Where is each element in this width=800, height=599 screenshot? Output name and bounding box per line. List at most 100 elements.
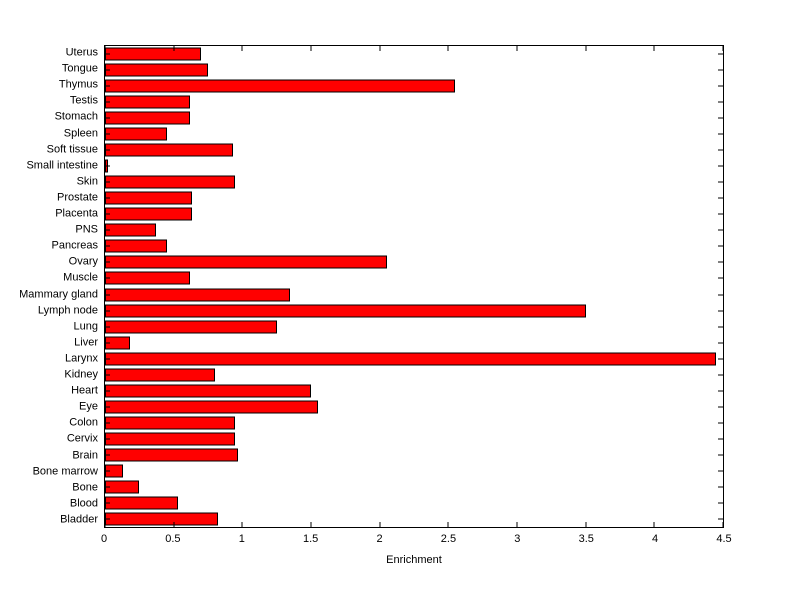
y-tick-mark <box>718 245 723 247</box>
x-tick-mark <box>516 46 518 51</box>
bar-spleen <box>105 127 167 141</box>
y-tick-mark <box>105 438 110 440</box>
y-tick-mark <box>105 342 110 344</box>
y-tick-mark <box>105 117 110 119</box>
bar-mammary-gland <box>105 288 291 302</box>
bar-muscle <box>105 271 191 285</box>
y-tick-mark <box>718 470 723 472</box>
y-tick-mark <box>718 165 723 167</box>
x-tick-mark <box>722 46 724 51</box>
x-tick-mark <box>379 522 381 527</box>
x-tick-mark <box>310 46 312 51</box>
bar-bladder <box>105 512 218 526</box>
y-tick-mark <box>718 149 723 151</box>
y-tick-label: Mammary gland <box>19 288 98 301</box>
x-axis-tick-labels: 0 0.5 1 1.5 2 2.5 3 3.5 4 4.5 <box>101 533 732 547</box>
y-tick-label: Placenta <box>55 207 98 220</box>
y-tick-label: Muscle <box>63 271 98 284</box>
bar-blood <box>105 496 178 510</box>
y-tick-mark <box>718 261 723 263</box>
y-tick-mark <box>105 261 110 263</box>
y-tick-mark <box>105 470 110 472</box>
bar-placenta <box>105 207 192 221</box>
bar-skin <box>105 175 236 189</box>
x-tick-mark <box>241 522 243 527</box>
y-tick-mark <box>718 117 723 119</box>
y-tick-mark <box>105 502 110 504</box>
bar-larynx <box>105 352 717 366</box>
y-tick-mark <box>718 502 723 504</box>
x-tick-mark <box>173 522 175 527</box>
y-tick-label: Brain <box>72 449 98 462</box>
y-tick-mark <box>718 197 723 199</box>
bar-pns <box>105 223 156 237</box>
y-tick-label: Heart <box>71 384 98 397</box>
y-tick-mark <box>105 213 110 215</box>
y-tick-label: Uterus <box>65 46 98 59</box>
y-tick-mark <box>105 390 110 392</box>
x-tick-mark <box>241 46 243 51</box>
y-tick-mark <box>105 53 110 55</box>
bar-stomach <box>105 111 191 125</box>
bar-uterus <box>105 47 202 61</box>
y-tick-mark <box>718 518 723 520</box>
y-tick-mark <box>105 294 110 296</box>
y-tick-label: Ovary <box>68 255 98 268</box>
y-tick-mark <box>105 245 110 247</box>
y-tick-label: Bladder <box>60 513 98 526</box>
x-tick-label: 1.5 <box>303 533 319 545</box>
x-tick-mark <box>653 46 655 51</box>
y-tick-label: Cervix <box>66 432 98 445</box>
x-tick-mark <box>104 46 106 51</box>
y-tick-label: Kidney <box>64 368 98 381</box>
y-tick-label: PNS <box>75 223 98 236</box>
y-tick-mark <box>105 374 110 376</box>
y-tick-mark <box>718 326 723 328</box>
x-tick-label: 4.5 <box>716 533 732 545</box>
y-tick-mark <box>105 85 110 87</box>
y-tick-label: Skin <box>76 175 98 188</box>
y-tick-mark <box>718 53 723 55</box>
y-tick-label: Bone marrow <box>32 465 98 478</box>
y-tick-mark <box>718 422 723 424</box>
bar-eye <box>105 400 318 414</box>
y-tick-label: Lung <box>73 320 98 333</box>
x-tick-mark <box>447 522 449 527</box>
bar-ovary <box>105 255 387 269</box>
y-tick-label: Liver <box>74 336 98 349</box>
y-tick-mark <box>718 406 723 408</box>
y-tick-mark <box>105 358 110 360</box>
y-tick-label: Colon <box>69 416 98 429</box>
x-tick-mark <box>516 522 518 527</box>
y-tick-label: Soft tissue <box>46 143 98 156</box>
bar-soft-tissue <box>105 143 233 157</box>
bar-heart <box>105 384 311 398</box>
y-tick-mark <box>105 518 110 520</box>
bar-lymph-node <box>105 304 586 318</box>
y-tick-label: Testis <box>69 94 98 107</box>
bar-bone <box>105 480 140 494</box>
x-tick-mark <box>447 46 449 51</box>
y-tick-mark <box>718 486 723 488</box>
y-tick-mark <box>718 358 723 360</box>
bar-kidney <box>105 368 215 382</box>
y-tick-mark <box>718 342 723 344</box>
bar-thymus <box>105 79 456 93</box>
y-tick-mark <box>105 454 110 456</box>
x-tick-label: 3 <box>514 533 521 545</box>
y-tick-mark <box>105 229 110 231</box>
x-tick-mark <box>173 46 175 51</box>
y-tick-mark <box>105 165 110 167</box>
y-tick-mark <box>105 326 110 328</box>
y-tick-label: Blood <box>69 497 98 510</box>
y-axis-labels: Uterus Tongue Thymus Testis Stomach Spleen Sof… <box>0 45 98 528</box>
x-tick-mark <box>585 46 587 51</box>
y-tick-mark <box>105 310 110 312</box>
y-tick-mark <box>718 390 723 392</box>
x-tick-label: 2.5 <box>440 533 457 545</box>
y-tick-label: Larynx <box>64 352 98 365</box>
y-tick-label: Stomach <box>54 110 98 123</box>
x-tick-mark <box>379 46 381 51</box>
y-tick-mark <box>105 149 110 151</box>
